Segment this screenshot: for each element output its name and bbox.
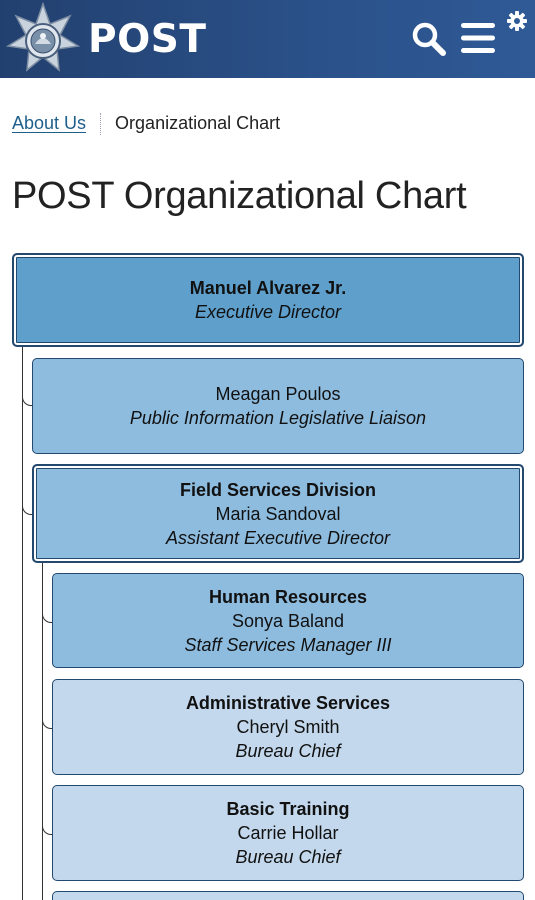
org-node-executive-director[interactable]: Manuel Alvarez Jr. Executive Director [12,253,524,347]
org-node-title: Human Resources [208,586,368,607]
org-node-field-services-division[interactable]: Field Services Division Maria Sandoval A… [32,464,524,563]
org-node-role: Bureau Chief [235,741,341,761]
org-node-administrative-services[interactable]: Administrative Services Cheryl Smith Bur… [52,679,524,775]
org-connector-hook [42,825,52,835]
org-node-name: Maria Sandoval [215,503,341,524]
org-connector-hook [22,505,32,515]
org-node-name: Sonya Baland [231,610,345,631]
site-header: POST [0,0,535,78]
org-node-title: Administrative Services [185,693,391,713]
gear-icon[interactable] [506,10,528,32]
site-logo-text[interactable]: POST [88,17,207,62]
org-node-liaison[interactable]: Meagan Poulos Public Information Legisla… [32,358,524,454]
org-node-role: Public Information Legislative Liaison [129,408,427,428]
org-connector-hook [42,719,52,729]
org-node-name: Cheryl Smith [236,717,340,737]
breadcrumb-separator [100,113,102,136]
breadcrumb-current: Organizational Chart [115,113,281,133]
org-node-title: Field Services Division [179,479,377,500]
page-title: POST Organizational Chart [12,175,467,217]
org-connector-hook [22,396,32,406]
org-node-basic-training[interactable]: Basic Training Carrie Hollar Bureau Chie… [52,785,524,881]
org-node-role: Executive Director [194,302,342,322]
breadcrumb-link-about-us[interactable]: About Us [12,113,87,133]
org-node-name: Manuel Alvarez Jr. [189,278,347,298]
hamburger-menu-icon[interactable] [459,20,497,56]
breadcrumb: About Us Organizational Chart [12,110,280,136]
org-connector-field-services [42,562,43,900]
org-connector-main [22,346,23,900]
org-node-human-resources[interactable]: Human Resources Sonya Baland Staff Servi… [52,573,524,668]
search-icon[interactable] [410,20,448,58]
org-node-name: Meagan Poulos [215,384,341,404]
org-node-title: Basic Training [226,799,350,819]
org-node-role: Assistant Executive Director [165,527,391,548]
org-node-name: Carrie Hollar [237,823,339,843]
org-node-next[interactable] [52,891,524,900]
org-node-role: Bureau Chief [235,847,341,867]
org-node-role: Staff Services Manager III [184,634,392,655]
star-badge-icon[interactable] [5,1,81,76]
org-connector-hook [42,613,52,623]
